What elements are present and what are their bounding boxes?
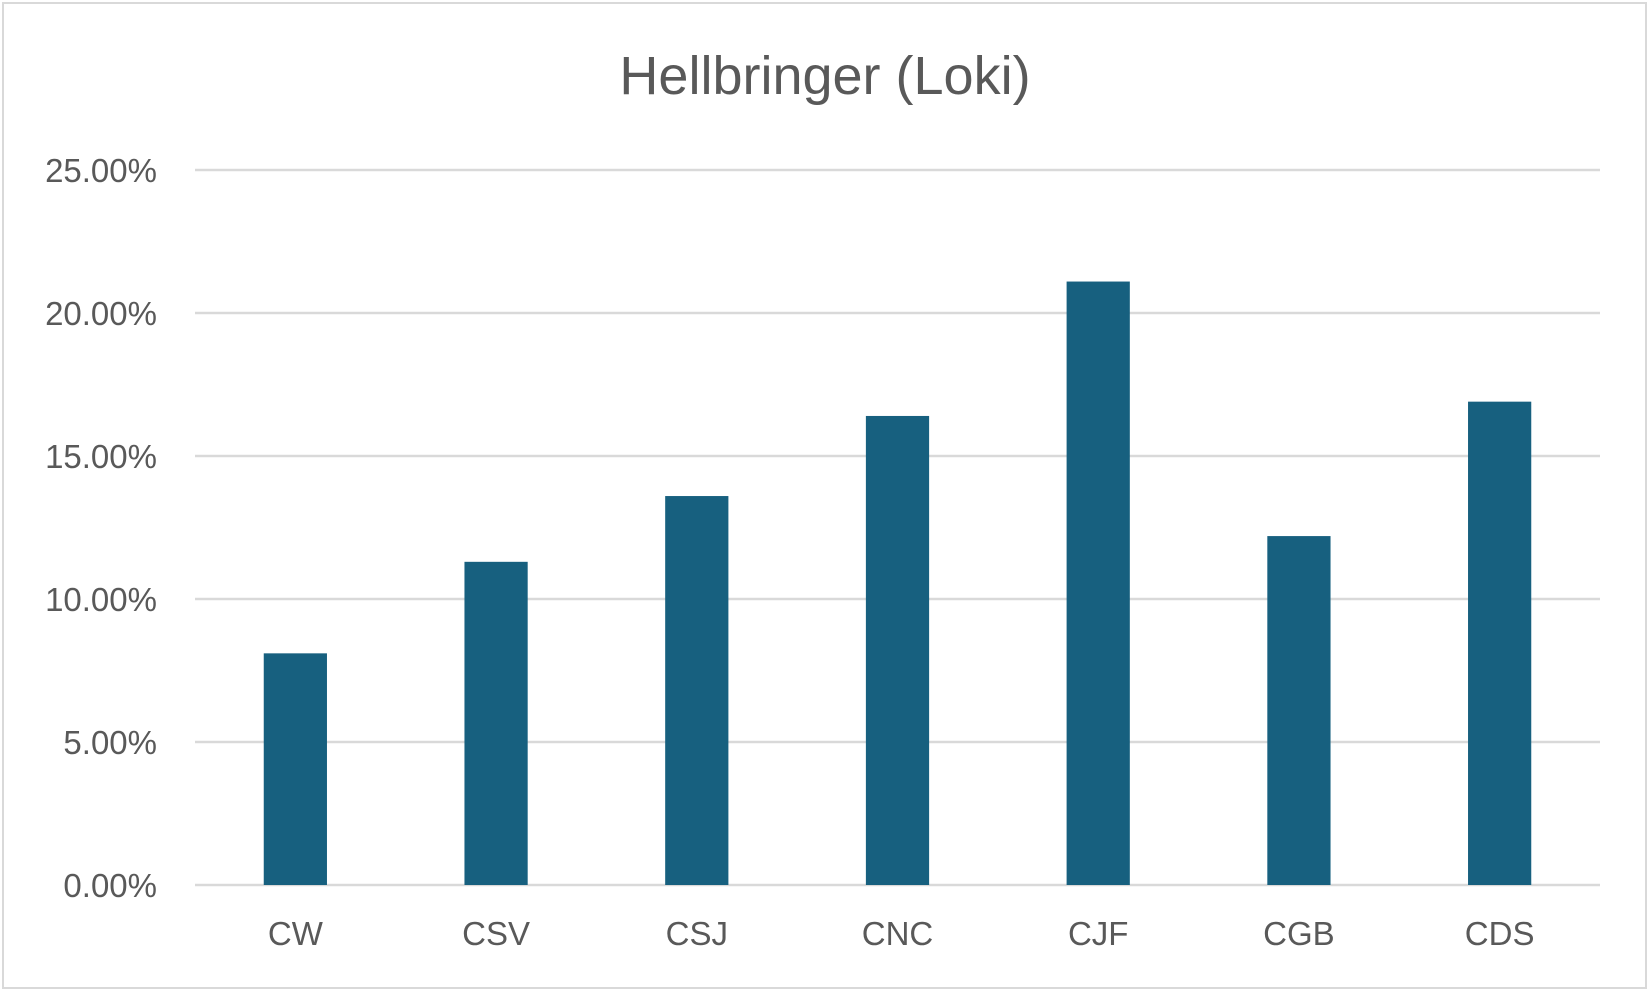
bar-cds bbox=[1468, 401, 1532, 885]
x-axis-categories: CW CSV CSJ CNC CJF CGB CDS bbox=[268, 915, 1535, 952]
y-tick-label: 20.00% bbox=[45, 295, 157, 332]
x-category-label: CSJ bbox=[666, 915, 728, 952]
bar-cgb bbox=[1267, 536, 1331, 885]
y-tick-label: 25.00% bbox=[45, 152, 157, 189]
y-tick-label: 10.00% bbox=[45, 581, 157, 618]
bar-cjf bbox=[1066, 281, 1130, 885]
x-category-label: CGB bbox=[1263, 915, 1335, 952]
y-tick-label: 0.00% bbox=[63, 867, 157, 904]
y-tick-label: 5.00% bbox=[63, 724, 157, 761]
gridlines bbox=[195, 168, 1600, 887]
bar-csj bbox=[665, 496, 729, 885]
x-category-label: CNC bbox=[862, 915, 934, 952]
y-tick-label: 15.00% bbox=[45, 438, 157, 475]
x-category-label: CW bbox=[268, 915, 324, 952]
bar-cw bbox=[263, 653, 327, 885]
x-category-label: CSV bbox=[462, 915, 530, 952]
x-category-label: CDS bbox=[1465, 915, 1535, 952]
y-axis-ticks: 0.00% 5.00% 10.00% 15.00% 20.00% 25.00% bbox=[45, 152, 157, 904]
bar-csv bbox=[464, 561, 528, 885]
bar-cnc bbox=[865, 415, 930, 885]
chart-title: Hellbringer (Loki) bbox=[619, 46, 1030, 106]
x-category-label: CJF bbox=[1068, 915, 1129, 952]
bars bbox=[263, 281, 1532, 885]
